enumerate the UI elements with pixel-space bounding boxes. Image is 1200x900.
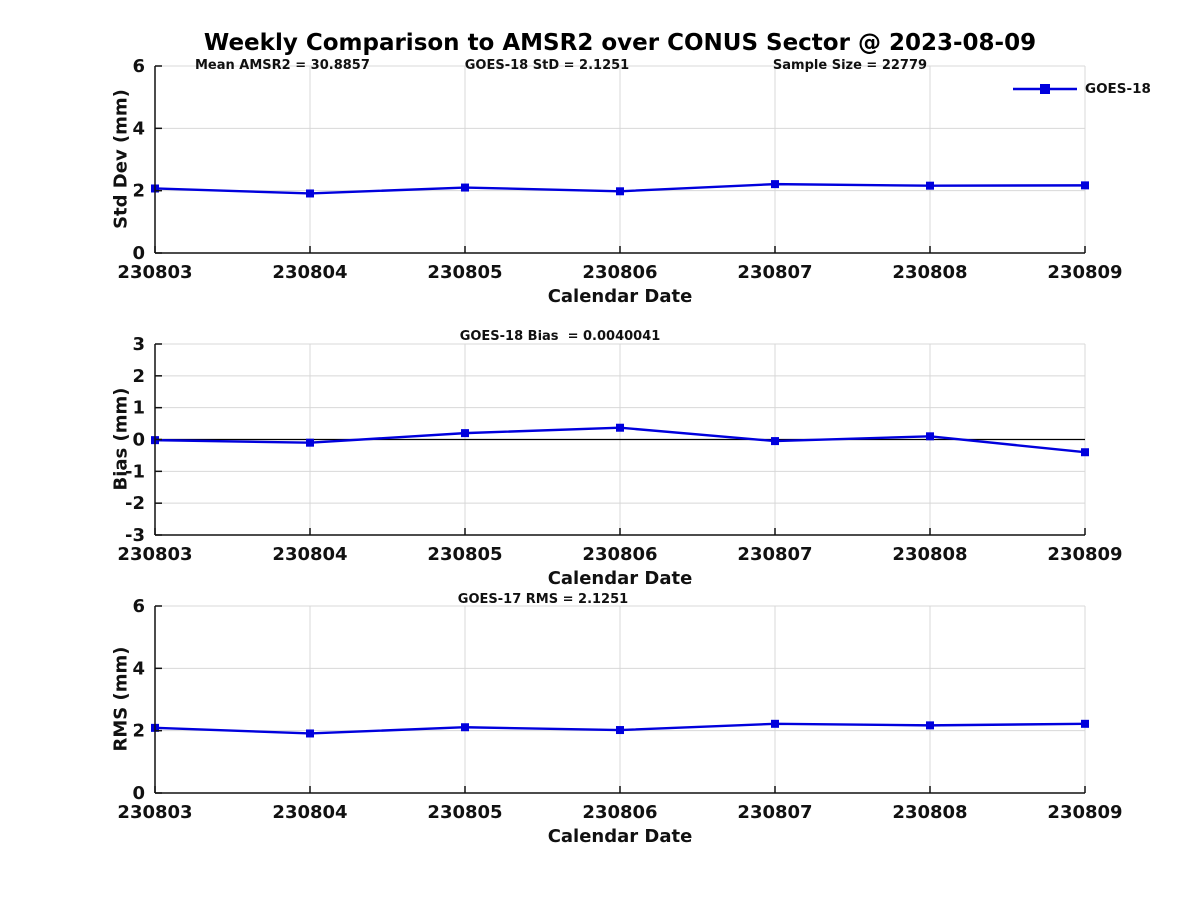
x-tick-label: 230809 xyxy=(1047,262,1122,283)
y-tick-label: -3 xyxy=(125,525,145,546)
data-point xyxy=(926,181,934,190)
x-tick-label: 230809 xyxy=(1047,544,1122,565)
y-tick-label: 4 xyxy=(132,118,145,139)
y-tick-label: -2 xyxy=(125,493,145,514)
y-tick-label: 0 xyxy=(132,783,145,804)
x-tick-label: 230804 xyxy=(272,262,347,283)
x-tick-label: 230808 xyxy=(892,544,967,565)
y-tick-label: 2 xyxy=(132,721,145,742)
data-point xyxy=(771,719,779,728)
data-point xyxy=(306,438,314,447)
data-point xyxy=(616,187,624,196)
data-point xyxy=(926,721,934,730)
y-tick-label: 2 xyxy=(132,366,145,387)
legend: GOES-18 xyxy=(1012,80,1151,98)
x-tick-label: 230804 xyxy=(272,544,347,565)
y-tick-label: 6 xyxy=(132,596,145,617)
x-tick-label: 230803 xyxy=(117,262,192,283)
ylabel-bias: Bias (mm) xyxy=(110,387,132,491)
data-point xyxy=(461,723,469,732)
y-tick-label: 0 xyxy=(132,243,145,264)
xlabel-calendar-date-1: Calendar Date xyxy=(547,286,693,307)
xlabel-calendar-date-3: Calendar Date xyxy=(547,826,693,847)
legend-line-icon xyxy=(1013,84,1077,94)
xlabel-calendar-date-2: Calendar Date xyxy=(547,568,693,589)
data-point xyxy=(1081,181,1089,190)
annotation-mean-amsr2: Mean AMSR2 = 30.8857 xyxy=(195,58,370,73)
annotation-goes18-bias: GOES-18 Bias = 0.0040041 xyxy=(459,329,661,344)
data-point xyxy=(1081,719,1089,728)
x-tick-label: 230803 xyxy=(117,802,192,823)
x-tick-label: 230806 xyxy=(582,262,657,283)
data-point xyxy=(616,726,624,735)
ylabel-std-dev: Std Dev (mm) xyxy=(110,89,132,229)
annotation-goes17-rms: GOES-17 RMS = 2.1251 xyxy=(457,592,629,607)
x-tick-label: 230807 xyxy=(737,802,812,823)
x-tick-label: 230807 xyxy=(737,544,812,565)
x-tick-label: 230806 xyxy=(582,544,657,565)
annotation-goes18-std: GOES-18 StD = 2.1251 xyxy=(464,58,630,73)
y-tick-label: 1 xyxy=(132,398,145,419)
data-point xyxy=(1081,448,1089,457)
x-tick-label: 230808 xyxy=(892,802,967,823)
x-tick-label: 230809 xyxy=(1047,802,1122,823)
ylabel-rms: RMS (mm) xyxy=(110,646,132,752)
y-tick-label: 2 xyxy=(132,181,145,202)
data-point xyxy=(616,423,624,432)
x-tick-label: 230806 xyxy=(582,802,657,823)
y-tick-label: 6 xyxy=(132,56,145,77)
x-tick-label: 230805 xyxy=(427,802,502,823)
data-point xyxy=(461,429,469,438)
data-point xyxy=(306,729,314,738)
data-point xyxy=(771,437,779,446)
x-tick-label: 230803 xyxy=(117,544,192,565)
x-tick-label: 230807 xyxy=(737,262,812,283)
annotation-sample-size: Sample Size = 22779 xyxy=(772,58,928,73)
data-point xyxy=(771,180,779,189)
data-point xyxy=(306,189,314,198)
y-tick-label: 4 xyxy=(132,658,145,679)
legend-label: GOES-18 xyxy=(1085,81,1151,97)
x-tick-label: 230804 xyxy=(272,802,347,823)
x-tick-label: 230805 xyxy=(427,544,502,565)
x-tick-label: 230805 xyxy=(427,262,502,283)
y-tick-label: -1 xyxy=(125,461,145,482)
y-tick-label: 0 xyxy=(132,430,145,451)
page-title: Weekly Comparison to AMSR2 over CONUS Se… xyxy=(203,30,1037,56)
data-point xyxy=(461,183,469,192)
x-tick-label: 230808 xyxy=(892,262,967,283)
y-tick-label: 3 xyxy=(132,334,145,355)
data-point xyxy=(926,432,934,441)
